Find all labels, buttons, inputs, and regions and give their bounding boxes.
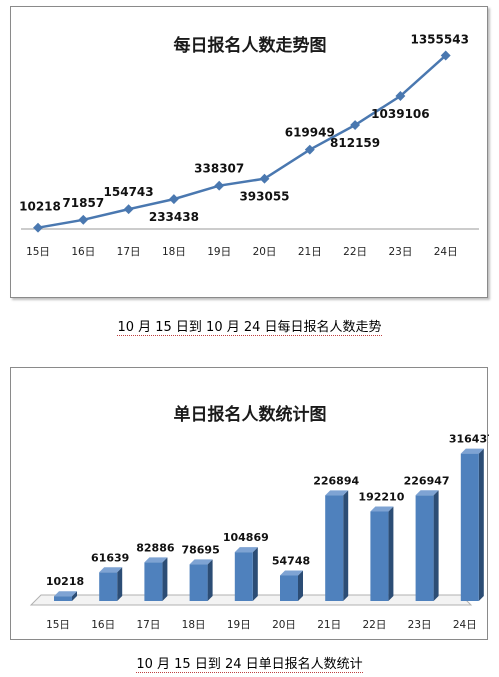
line-point xyxy=(304,144,315,155)
line-x-tick-label: 23日 xyxy=(388,246,412,258)
bar-top xyxy=(325,490,349,496)
bar-top xyxy=(144,557,168,563)
bar-top xyxy=(280,570,303,576)
bar-chart-caption-text: 10 月 15 日到 24 日单日报名人数统计 xyxy=(136,657,363,673)
bar-chart-panel: 单日报名人数统计图 10218 15日 61639 16日 82886 17日 78695 18… xyxy=(10,367,489,640)
line-x-tick-label: 22日 xyxy=(343,246,367,258)
bar-data-label: 10218 xyxy=(46,575,84,588)
line-x-tick-label: 24日 xyxy=(434,246,458,258)
bar-chart: 单日报名人数统计图 10218 15日 61639 16日 82886 17日 78695 18… xyxy=(29,404,489,631)
bar-chart-caption: 10 月 15 日到 24 日单日报名人数统计 xyxy=(0,653,499,673)
bar-data-label: 78695 xyxy=(181,543,219,556)
line-x-tick-label: 17日 xyxy=(117,246,141,258)
bar-side xyxy=(117,567,123,601)
bar-x-tick-label: 23日 xyxy=(408,619,432,631)
bar-side xyxy=(478,448,484,601)
line-x-tick-label: 18日 xyxy=(162,246,186,258)
bar-top xyxy=(415,490,439,496)
line-point xyxy=(214,180,225,191)
line-chart-title: 每日报名人数走势图 xyxy=(174,35,327,56)
line-x-tick-label: 21日 xyxy=(298,246,322,258)
bar-x-tick-label: 17日 xyxy=(136,619,160,631)
line-point xyxy=(33,222,43,233)
line-chart-panel: 每日报名人数走势图 10218 15日 71857 16日 154743 17日 233438… xyxy=(10,6,488,298)
bar-data-label: 316437 xyxy=(449,433,489,446)
bar-top xyxy=(54,591,77,597)
line-chart: 每日报名人数走势图 10218 15日 71857 16日 154743 17日 233438… xyxy=(19,32,479,258)
bar xyxy=(99,572,118,601)
bar xyxy=(325,495,344,601)
bar-side xyxy=(388,506,394,601)
line-series xyxy=(37,54,447,229)
line-data-label: 233438 xyxy=(149,210,199,224)
line-data-label: 71857 xyxy=(62,196,104,210)
bar xyxy=(460,453,479,601)
bar-side xyxy=(433,490,439,601)
line-data-label: 154743 xyxy=(104,185,154,199)
bar-x-tick-label: 22日 xyxy=(362,619,386,631)
bar-side xyxy=(252,547,258,601)
line-data-label: 812159 xyxy=(330,136,380,150)
bar xyxy=(280,575,298,601)
bar-x-tick-label: 16日 xyxy=(91,619,115,631)
bar-data-label: 226894 xyxy=(313,474,359,487)
bar-data-label: 226947 xyxy=(404,474,450,487)
line-data-label: 10218 xyxy=(19,200,61,214)
bar-data-label: 61639 xyxy=(91,551,129,564)
bar-data-label: 54748 xyxy=(272,555,310,568)
line-data-label: 338307 xyxy=(194,162,244,176)
bar xyxy=(234,552,253,601)
line-point xyxy=(259,173,270,184)
line-data-label: 1039106 xyxy=(371,107,429,121)
bar-side xyxy=(207,559,213,601)
bar-top xyxy=(189,559,213,565)
bar-top xyxy=(234,547,258,553)
bar-data-label: 104869 xyxy=(223,531,269,544)
bar-chart-title: 单日报名人数统计图 xyxy=(174,404,327,425)
line-x-tick-label: 16日 xyxy=(71,246,95,258)
line-data-label: 619949 xyxy=(285,126,335,140)
line-x-tick-label: 20日 xyxy=(253,246,277,258)
bar xyxy=(54,596,72,601)
bar-top xyxy=(370,506,394,512)
line-point xyxy=(123,204,134,215)
line-chart-caption-text: 10 月 15 日到 10 月 24 日每日报名人数走势 xyxy=(117,320,382,336)
bar-side xyxy=(343,490,349,601)
bar-x-tick-label: 24日 xyxy=(453,619,477,631)
bar xyxy=(144,562,163,601)
line-point xyxy=(168,194,179,205)
bar-side xyxy=(162,557,168,601)
bar-x-tick-label: 20日 xyxy=(272,619,296,631)
line-point xyxy=(78,214,89,225)
bar xyxy=(370,511,389,601)
bar-side xyxy=(298,570,303,601)
bar-side xyxy=(72,591,77,601)
bar-top xyxy=(460,448,484,454)
bar-top xyxy=(99,567,123,573)
bar xyxy=(189,564,208,601)
line-chart-caption: 10 月 15 日到 10 月 24 日每日报名人数走势 xyxy=(0,316,499,336)
bar-data-label: 82886 xyxy=(136,541,175,554)
line-x-tick-label: 15日 xyxy=(26,246,50,258)
bar-x-tick-label: 19日 xyxy=(227,619,251,631)
bar-data-label: 192210 xyxy=(358,490,404,503)
line-data-label: 393055 xyxy=(239,190,289,204)
bar-x-tick-label: 21日 xyxy=(317,619,341,631)
line-x-tick-label: 19日 xyxy=(207,246,231,258)
line-data-label: 1355543 xyxy=(410,32,468,46)
bar-x-tick-label: 15日 xyxy=(46,619,70,631)
bar xyxy=(415,495,434,601)
bar-x-tick-label: 18日 xyxy=(182,619,206,631)
